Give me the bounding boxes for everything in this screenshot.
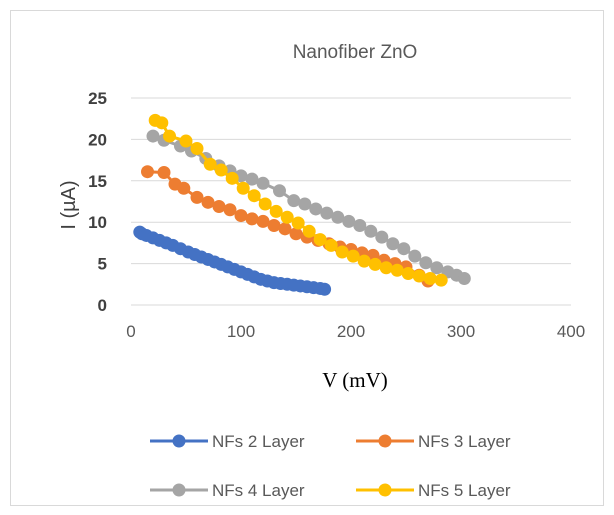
data-point <box>247 189 261 203</box>
data-point <box>155 116 169 130</box>
data-point <box>430 261 444 275</box>
data-point <box>331 210 345 224</box>
legend-marker <box>378 434 392 448</box>
data-point <box>397 242 411 256</box>
legend-item: NFs 2 Layer <box>150 432 305 451</box>
series-2-layer <box>133 225 332 296</box>
data-point <box>434 273 448 287</box>
legend: NFs 2 Layer NFs 3 Layer NFs 4 Layer NFs 5 L… <box>150 432 511 500</box>
data-point <box>267 219 281 233</box>
data-point <box>234 209 248 223</box>
x-tick-label: 200 <box>337 322 365 341</box>
data-point <box>318 282 332 296</box>
data-point <box>278 222 292 236</box>
data-point <box>280 210 294 224</box>
data-point <box>408 249 422 263</box>
legend-label: NFs 2 Layer <box>212 432 305 451</box>
x-tick-label: 300 <box>447 322 475 341</box>
data-point <box>289 227 303 241</box>
data-point <box>141 165 154 179</box>
data-point <box>457 272 471 286</box>
legend-label: NFs 4 Layer <box>212 481 305 500</box>
data-point <box>287 194 301 208</box>
data-point <box>324 238 338 252</box>
y-tick-label: 0 <box>98 296 107 315</box>
data-point <box>346 249 360 263</box>
y-axis-title: I (µA) <box>58 180 80 229</box>
data-point <box>309 202 323 216</box>
data-point <box>313 233 327 247</box>
data-point <box>390 263 404 277</box>
y-tick-label: 5 <box>98 255 107 274</box>
data-point <box>375 230 389 244</box>
data-point <box>412 269 426 283</box>
y-tick-label: 10 <box>88 213 107 232</box>
data-point <box>256 214 270 228</box>
data-point <box>190 190 204 204</box>
data-point <box>163 129 176 143</box>
legend-marker <box>172 483 186 497</box>
data-point <box>368 257 382 271</box>
x-tick-labels: 0 100 200 300 400 <box>126 322 585 341</box>
series-layer <box>133 113 471 296</box>
data-point <box>256 176 270 190</box>
data-point <box>291 216 305 230</box>
data-point <box>342 214 356 228</box>
legend-marker <box>378 483 392 497</box>
data-point <box>386 237 400 251</box>
data-point <box>357 254 371 268</box>
data-point <box>423 272 437 286</box>
series-5-layer <box>148 113 448 287</box>
x-tick-label: 0 <box>126 322 135 341</box>
y-tick-labels: 0 5 10 15 20 25 <box>88 89 107 315</box>
legend-marker <box>172 434 186 448</box>
data-point <box>258 197 272 211</box>
x-tick-label: 100 <box>227 322 255 341</box>
data-point <box>190 142 204 156</box>
y-tick-label: 15 <box>88 172 107 191</box>
data-point <box>269 204 283 218</box>
legend-item: NFs 4 Layer <box>150 481 305 500</box>
data-point <box>419 256 433 270</box>
legend-item: NFs 3 Layer <box>356 432 511 451</box>
data-point <box>223 203 237 217</box>
data-point <box>298 197 312 211</box>
data-point <box>401 267 415 281</box>
y-tick-label: 25 <box>88 89 107 108</box>
data-point <box>245 172 259 186</box>
data-point <box>245 212 259 226</box>
chart-title: Nanofiber ZnO <box>293 42 418 63</box>
data-point <box>179 134 193 148</box>
data-point <box>212 199 226 213</box>
data-point <box>353 219 367 233</box>
x-tick-label: 400 <box>557 322 585 341</box>
data-point <box>214 163 228 177</box>
data-point <box>236 181 250 195</box>
data-point <box>320 206 334 220</box>
data-point <box>177 181 191 195</box>
data-point <box>201 195 215 209</box>
legend-label: NFs 3 Layer <box>418 432 511 451</box>
data-point <box>225 171 239 185</box>
x-axis-title: V (mV) <box>322 368 388 392</box>
chart-frame <box>10 10 604 506</box>
data-point <box>302 224 316 238</box>
data-point <box>379 261 393 275</box>
data-point <box>335 245 349 259</box>
legend-label: NFs 5 Layer <box>418 481 511 500</box>
data-point <box>203 157 217 171</box>
data-point <box>273 184 286 198</box>
data-point <box>157 166 171 180</box>
legend-item: NFs 5 Layer <box>356 481 511 500</box>
y-tick-label: 20 <box>88 130 107 149</box>
data-point <box>146 129 160 143</box>
data-point <box>364 224 378 238</box>
